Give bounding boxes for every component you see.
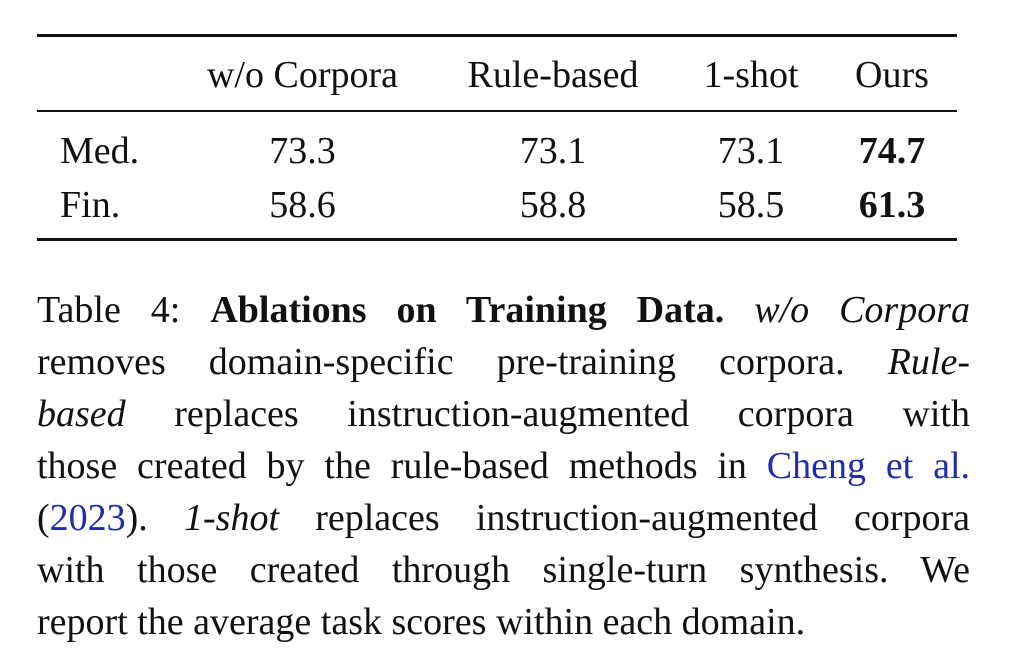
table-bottom-rule xyxy=(37,238,957,241)
caption-line: removes domain-specific pre-training cor… xyxy=(37,336,970,388)
column-header-rule-based: Rule-based xyxy=(467,54,639,96)
table-cell: 58.5 xyxy=(717,184,785,226)
caption-text: report the average task scores within ea… xyxy=(37,601,806,643)
term-rule-based-part2: based xyxy=(37,393,126,435)
term-1-shot: 1-shot xyxy=(184,497,280,539)
term-rule-based-part1: Rule- xyxy=(887,341,971,383)
table-caption: Table 4: Ablations on Training Data. w/o… xyxy=(37,284,970,648)
row-label-fin: Fin. xyxy=(60,184,121,226)
caption-line: with those created through single-turn s… xyxy=(37,544,970,596)
caption-paren-close: ). xyxy=(125,497,148,539)
table-cell: 58.6 xyxy=(269,184,336,226)
column-header-1-shot: 1-shot xyxy=(703,54,799,96)
caption-title: Ablations on Training Data. xyxy=(210,289,725,331)
caption-text: removes domain-specific pre-training cor… xyxy=(37,341,845,383)
table-cell: 73.3 xyxy=(269,130,336,172)
table-cell-best: 74.7 xyxy=(858,130,926,172)
caption-text: We xyxy=(920,549,970,591)
column-header-ours: Ours xyxy=(855,54,929,96)
citation-year-link[interactable]: 2023 xyxy=(49,497,126,539)
caption-text: replaces instruction-augmented corpora xyxy=(315,497,971,539)
caption-text: replaces instruction-augmented corpora w… xyxy=(174,393,970,435)
caption-line: (2023). 1-shot replaces instruction-augm… xyxy=(37,492,970,544)
table-cell: 58.8 xyxy=(519,184,587,226)
table-top-rule xyxy=(37,34,957,37)
row-label-med: Med. xyxy=(60,130,140,172)
table-cell: 73.1 xyxy=(717,130,785,172)
citation-author-link[interactable]: Cheng et al. xyxy=(766,445,970,487)
caption-line: report the average task scores within ea… xyxy=(37,596,970,648)
caption-text: with those created through single-turn s… xyxy=(37,549,889,591)
caption-paren-open: ( xyxy=(37,497,50,539)
table-cell-best: 61.3 xyxy=(858,184,926,226)
caption-line: those created by the rule-based methods … xyxy=(37,440,970,492)
term-wo-corpora: w/o Corpora xyxy=(754,289,970,331)
table-cell: 73.1 xyxy=(519,130,587,172)
caption-label: Table 4: xyxy=(37,289,181,331)
table-header-rule xyxy=(37,110,957,112)
caption-line: Table 4: Ablations on Training Data. w/o… xyxy=(37,284,970,336)
caption-line: based replaces instruction-augmented cor… xyxy=(37,388,970,440)
column-header-wo-corpora: w/o Corpora xyxy=(206,54,399,96)
caption-text: those created by the rule-based methods … xyxy=(37,445,747,487)
